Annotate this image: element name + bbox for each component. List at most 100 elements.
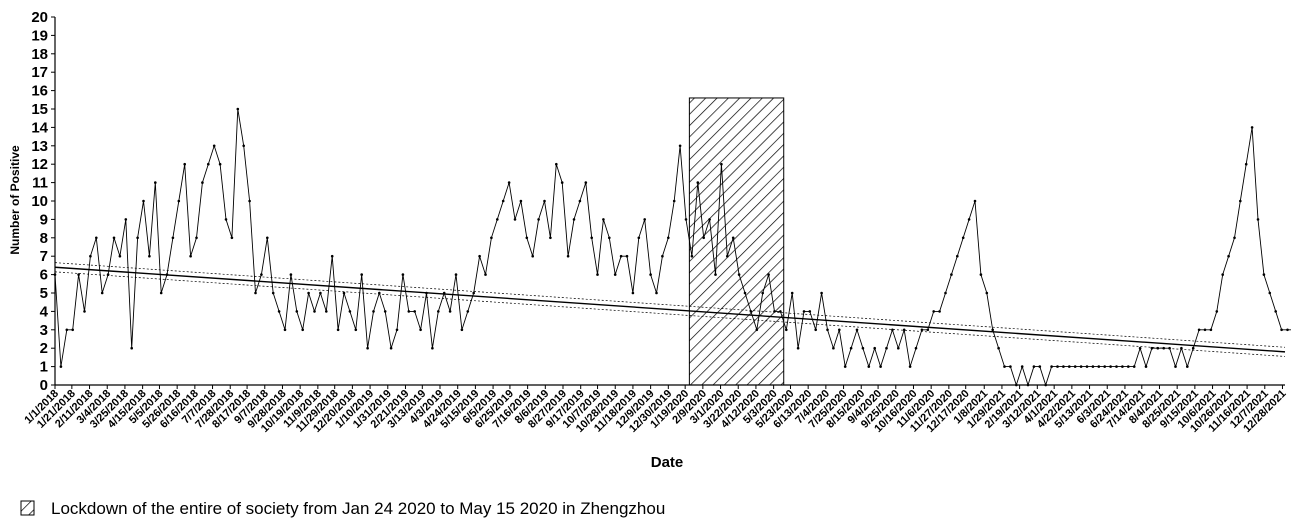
data-point: [431, 346, 434, 350]
data-point: [295, 310, 299, 313]
data-point: [201, 181, 204, 184]
data-point: [1115, 365, 1118, 368]
data-point: [1062, 365, 1065, 368]
data-point: [678, 144, 682, 148]
data-point: [336, 328, 340, 332]
data-point: [112, 236, 116, 240]
y-tick-label: 3: [40, 322, 48, 339]
y-tick-label: 7: [40, 248, 48, 265]
data-point: [743, 291, 747, 295]
lockdown-region-layer: [688, 97, 785, 386]
data-point: [950, 273, 953, 276]
data-point: [814, 328, 817, 332]
data-point: [879, 365, 882, 368]
data-point: [319, 291, 322, 295]
data-point: [248, 199, 251, 203]
y-tick-label: 2: [40, 340, 48, 357]
data-point: [301, 328, 305, 332]
x-axis-title: Date: [651, 454, 684, 471]
data-point: [708, 218, 711, 221]
data-point: [195, 236, 198, 240]
data-point: [832, 346, 835, 350]
y-tick-label: 9: [40, 211, 48, 228]
data-point: [1286, 328, 1289, 332]
data-point: [1203, 328, 1207, 332]
data-point: [820, 291, 823, 295]
data-point: [1221, 273, 1224, 276]
data-point: [537, 218, 540, 221]
data-point: [389, 346, 393, 350]
data-point: [625, 254, 629, 258]
data-point: [596, 273, 599, 276]
y-tick-label: 10: [31, 193, 48, 210]
data-point: [885, 346, 888, 350]
trend-lower-bound: [54, 271, 1286, 357]
data-point: [100, 291, 104, 295]
data-point: [602, 218, 605, 221]
data-point: [454, 273, 458, 276]
data-point: [967, 218, 971, 221]
data-point: [1109, 365, 1112, 368]
data-point: [779, 310, 782, 313]
data-point: [59, 365, 63, 368]
data-point: [790, 291, 794, 295]
y-tick-label: 15: [31, 101, 48, 118]
data-point: [1144, 365, 1148, 368]
data-point: [667, 236, 670, 240]
data-point: [549, 236, 552, 240]
data-point: [590, 236, 593, 240]
data-point: [1180, 346, 1183, 350]
data-point: [142, 199, 145, 203]
data-point: [83, 310, 86, 313]
data-point: [1215, 310, 1219, 313]
data-point: [177, 199, 181, 203]
data-point: [289, 273, 293, 276]
data-point: [961, 236, 965, 240]
data-point: [136, 236, 139, 240]
data-point: [401, 273, 405, 276]
data-point: [472, 291, 476, 295]
data-point: [254, 291, 257, 295]
data-point: [997, 346, 1000, 350]
data-point: [838, 328, 841, 332]
data-point: [230, 236, 234, 240]
y-tick-label: 1: [40, 359, 48, 376]
data-point: [926, 328, 930, 332]
data-point: [65, 328, 69, 332]
y-tick-label: 20: [31, 9, 48, 26]
data-point: [702, 236, 705, 240]
data-point: [1073, 365, 1077, 368]
data-point: [383, 310, 387, 313]
data-point: [283, 328, 287, 332]
data-point: [578, 199, 582, 203]
data-point: [991, 328, 994, 332]
data-point: [873, 346, 876, 350]
data-point: [189, 254, 192, 258]
data-point: [1056, 365, 1059, 368]
data-point: [154, 181, 157, 184]
data-point: [130, 346, 133, 350]
axes-layer: [54, 17, 1285, 386]
data-point: [360, 273, 364, 276]
data-point: [342, 291, 346, 295]
data-point: [1174, 365, 1177, 368]
data-point: [460, 328, 464, 332]
data-point: [613, 273, 617, 276]
data-point: [843, 365, 847, 368]
data-point: [325, 310, 328, 313]
data-point: [655, 291, 658, 295]
data-point: [808, 310, 812, 313]
data-point: [218, 162, 222, 166]
data-point: [407, 310, 411, 313]
data-point: [1280, 328, 1283, 332]
data-point: [543, 199, 546, 203]
trend-line: [54, 266, 1286, 353]
data-point: [236, 107, 240, 111]
data-point: [118, 254, 122, 258]
y-tick-label: 12: [31, 156, 48, 173]
data-point: [1186, 365, 1189, 368]
data-point: [1068, 365, 1071, 368]
data-point: [566, 254, 570, 258]
data-point: [531, 254, 534, 258]
